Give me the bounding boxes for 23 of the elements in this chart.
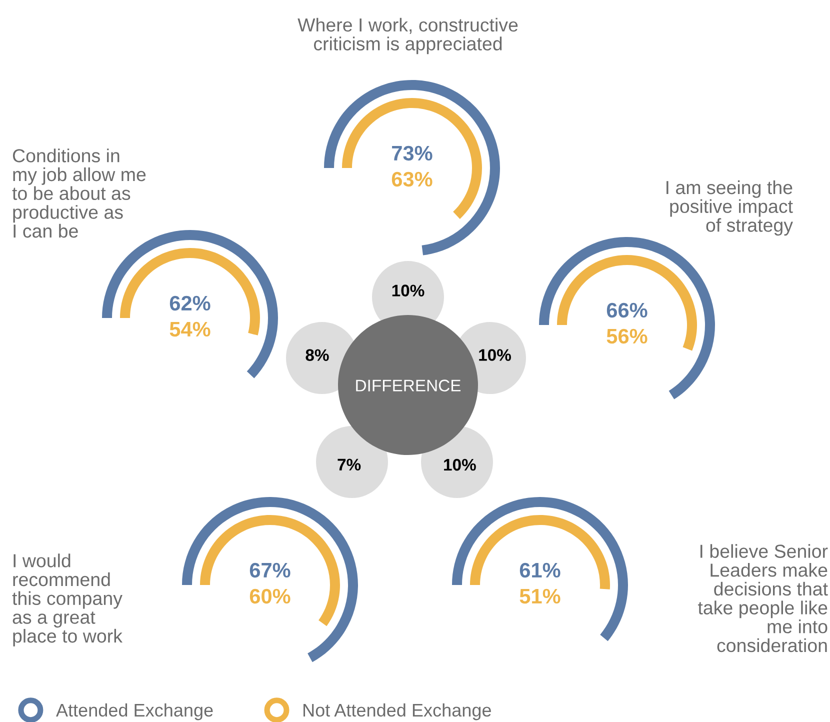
- data-label: 73%: [392, 146, 432, 161]
- category-label: I am seeing the positive impact of strategy: [666, 180, 793, 236]
- data-label: 61%: [520, 562, 560, 578]
- data-label: 51%: [520, 588, 560, 604]
- data-label: 62%: [170, 296, 210, 311]
- data-label: 67%: [250, 562, 290, 578]
- category-label: I believe Senior Leaders make decisions that take people like me into consideration: [698, 544, 828, 652]
- legend-label: Attended Exchange: [56, 703, 213, 720]
- series-label: DIFFERENCE: [356, 380, 461, 392]
- data-label: 10%: [444, 458, 476, 471]
- data-label: 60%: [250, 588, 290, 604]
- category-label: Where I work, constructive criticism is appreciated: [298, 18, 518, 54]
- data-label: 66%: [606, 302, 648, 318]
- category-label: Conditions in my job allow me to be about as productive as I can be: [12, 148, 146, 238]
- data-label: 54%: [170, 322, 210, 337]
- data-label: 10%: [479, 349, 511, 361]
- data-label: 10%: [392, 284, 424, 296]
- legend-label: Not Attended Exchange: [304, 703, 491, 720]
- data-label: 7%: [338, 458, 361, 470]
- data-label: 8%: [306, 349, 329, 361]
- category-label: I would recommend this company as a great place to work: [12, 554, 122, 646]
- data-label: 56%: [606, 328, 648, 344]
- data-label: 63%: [392, 172, 432, 187]
